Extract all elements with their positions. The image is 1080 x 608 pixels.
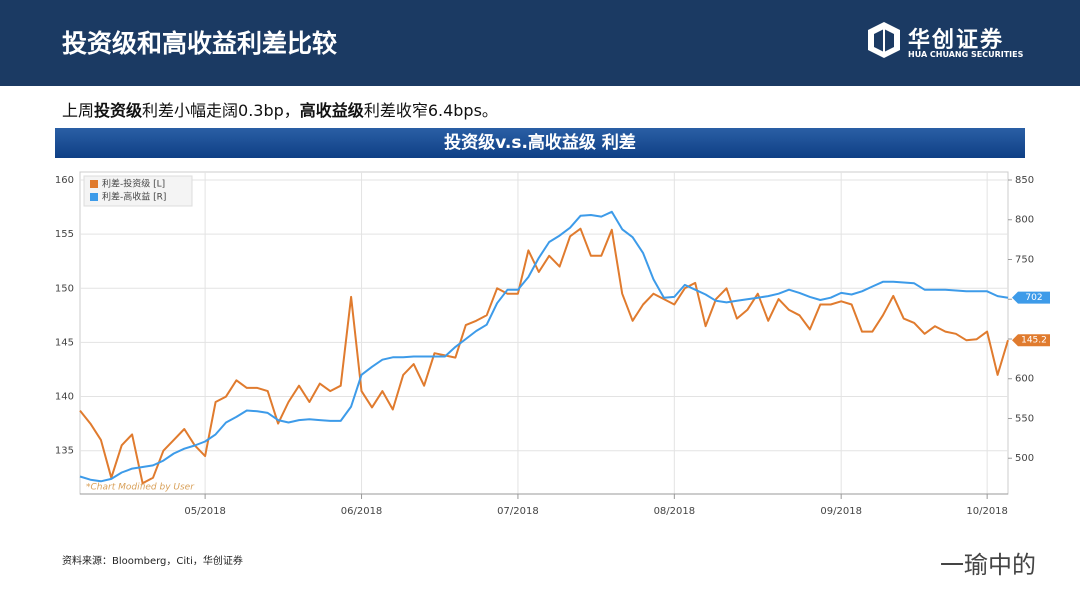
summary-bold: 高收益级 [299,101,364,120]
y2-tick-label: 850 [1015,175,1034,186]
y-tick-label: 145 [55,337,74,348]
x-tick-label: 10/2018 [966,506,1008,517]
y-tick-label: 155 [55,229,74,240]
series-line [79,227,1009,485]
last-value-tag [1012,291,1050,304]
legend-swatch [90,180,98,188]
last-value-label: 145.2 [1021,336,1047,346]
y-tick-label: 135 [55,446,74,457]
x-tick-label: 08/2018 [654,506,696,517]
last-value-label: 702 [1025,293,1042,303]
y-tick-label: 160 [55,175,74,186]
legend-swatch [90,193,98,201]
x-tick-label: 05/2018 [184,506,226,517]
y2-tick-label: 500 [1015,453,1034,464]
source: 资料来源：Bloomberg，Citi，华创证券 [62,556,243,567]
logo-english: HUA CHUANG SECURITIES [908,50,1024,59]
y-tick-label: 150 [55,283,74,294]
summary-text: 上周 [62,101,95,120]
chart-note: *Chart Modified by User [86,483,195,493]
watermark: 一瑜中的 [940,551,1036,579]
y-tick-label: 140 [55,392,74,403]
logo-icon [868,22,900,58]
page-title: 投资级和高收益利差比较 [62,29,338,58]
summary-text: 利差收窄6.4bps。 [363,101,498,120]
summary-text: 利差小幅走阔0.3bp， [142,101,300,120]
logo-name: 华创证券 [908,28,1005,53]
y2-tick-label: 750 [1015,254,1034,265]
x-tick-label: 09/2018 [820,506,862,517]
series-line [79,210,1009,483]
summary: 上周投资级利差小幅走阔0.3bp，高收益级利差收窄6.4bps。 [62,97,498,121]
legend-label: 利差-高收益 [R] [102,191,166,203]
x-tick-label: 07/2018 [497,506,539,517]
chart: 1351401451501551605005506006507007508008… [55,171,1050,517]
legend-label: 利差-投资级 [L] [102,178,165,190]
last-value-tag [1012,334,1050,347]
y2-tick-label: 550 [1015,413,1034,424]
summary-bold: 投资级 [94,101,143,120]
legend-box [83,175,193,207]
x-tick-label: 06/2018 [341,506,383,517]
header: 投资级和高收益利差比较 华创证券 HUA CHUANG SECURITIES [0,0,1080,86]
plot-area [79,171,1009,495]
y2-tick-label: 600 [1015,374,1034,385]
chart-title: 投资级v.s.高收益级 利差 [55,128,1025,158]
y2-tick-label: 800 [1015,215,1034,226]
